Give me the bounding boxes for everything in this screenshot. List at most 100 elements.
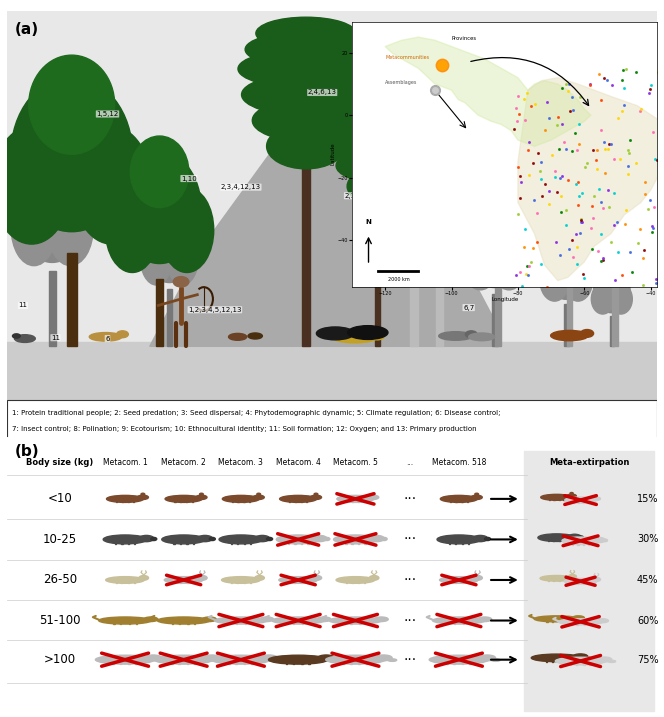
Ellipse shape <box>316 327 354 340</box>
Bar <box>307 579 308 584</box>
Ellipse shape <box>154 655 213 664</box>
Ellipse shape <box>151 538 157 541</box>
Bar <box>187 620 189 624</box>
Ellipse shape <box>209 538 215 541</box>
Ellipse shape <box>440 495 477 503</box>
Bar <box>552 657 553 662</box>
Bar <box>366 620 367 624</box>
Text: Assemblages: Assemblages <box>385 80 418 85</box>
Bar <box>462 659 463 664</box>
Bar <box>301 659 303 664</box>
Ellipse shape <box>331 95 424 123</box>
Y-axis label: Latitude: Latitude <box>331 143 336 166</box>
Bar <box>564 578 565 581</box>
Text: 75%: 75% <box>637 655 659 665</box>
Bar <box>345 539 347 544</box>
Ellipse shape <box>118 152 201 264</box>
Text: ...: ... <box>406 458 414 467</box>
Ellipse shape <box>139 576 149 580</box>
Ellipse shape <box>602 539 608 542</box>
Bar <box>301 579 302 584</box>
Bar <box>293 620 295 624</box>
Ellipse shape <box>473 576 482 580</box>
Ellipse shape <box>534 616 579 622</box>
Bar <box>252 620 253 624</box>
Ellipse shape <box>214 617 267 624</box>
Bar <box>237 539 238 544</box>
Ellipse shape <box>312 576 321 580</box>
Bar <box>492 294 497 346</box>
Ellipse shape <box>596 619 608 622</box>
Bar <box>346 498 347 503</box>
Text: Meta-extirpation: Meta-extirpation <box>549 458 629 467</box>
Ellipse shape <box>96 655 155 664</box>
Ellipse shape <box>432 617 485 624</box>
Bar <box>120 620 122 624</box>
Bar <box>588 581 589 584</box>
Bar <box>364 498 365 503</box>
Text: 2,4,6,13: 2,4,6,13 <box>307 90 337 95</box>
Bar <box>548 537 549 541</box>
Bar <box>461 539 463 544</box>
Ellipse shape <box>573 654 588 659</box>
Bar <box>173 539 175 544</box>
Bar <box>122 498 123 503</box>
Bar <box>462 579 463 584</box>
Bar <box>455 539 456 544</box>
Text: 15%: 15% <box>637 494 658 504</box>
Bar <box>359 620 361 624</box>
Text: 10-25: 10-25 <box>43 533 77 546</box>
Ellipse shape <box>279 576 317 584</box>
Bar <box>558 497 560 500</box>
Ellipse shape <box>423 182 456 219</box>
Ellipse shape <box>369 576 379 580</box>
Ellipse shape <box>531 194 609 258</box>
Bar <box>364 579 365 584</box>
Ellipse shape <box>144 617 158 622</box>
Ellipse shape <box>371 331 384 340</box>
Text: 2,3,4,12,13: 2,3,4,12,13 <box>221 184 261 190</box>
Ellipse shape <box>260 655 278 661</box>
Bar <box>66 253 77 346</box>
Circle shape <box>173 277 189 287</box>
Text: 7: Insect control; 8: Polination; 9: Ecotourism; 10: Ethnocultural identity; 11:: 7: Insect control; 8: Polination; 9: Eco… <box>12 426 477 432</box>
Ellipse shape <box>89 333 122 341</box>
Bar <box>469 659 471 664</box>
Ellipse shape <box>540 259 569 301</box>
Bar <box>229 620 230 624</box>
Text: 26-50: 26-50 <box>43 574 77 587</box>
Text: 3,7: 3,7 <box>457 229 467 235</box>
Ellipse shape <box>238 49 374 88</box>
Bar <box>175 498 176 503</box>
Bar <box>307 539 309 544</box>
Bar <box>583 581 584 584</box>
Bar <box>449 539 450 544</box>
Ellipse shape <box>260 617 274 622</box>
Ellipse shape <box>475 493 479 495</box>
Ellipse shape <box>203 617 216 622</box>
Ellipse shape <box>336 576 374 584</box>
Text: 1,2,3,4,5,12,13: 1,2,3,4,5,12,13 <box>188 307 242 313</box>
Bar <box>578 500 579 503</box>
Ellipse shape <box>440 576 478 584</box>
Bar <box>436 209 443 346</box>
Bar <box>245 620 246 624</box>
Ellipse shape <box>586 231 644 282</box>
Ellipse shape <box>314 493 318 495</box>
Bar <box>495 226 501 346</box>
Bar <box>249 498 250 503</box>
Ellipse shape <box>242 74 371 115</box>
Ellipse shape <box>106 576 145 584</box>
Bar <box>192 498 193 503</box>
Ellipse shape <box>222 576 260 584</box>
Bar <box>187 539 188 544</box>
Ellipse shape <box>253 495 264 500</box>
Ellipse shape <box>106 495 143 503</box>
Ellipse shape <box>388 659 396 661</box>
Ellipse shape <box>543 237 590 299</box>
Ellipse shape <box>572 616 584 619</box>
Bar <box>179 620 180 624</box>
Polygon shape <box>150 105 495 346</box>
Ellipse shape <box>310 495 321 500</box>
Ellipse shape <box>130 136 189 208</box>
